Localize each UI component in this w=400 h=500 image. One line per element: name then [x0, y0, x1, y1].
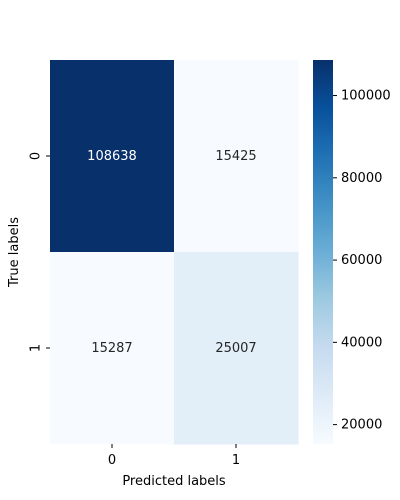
colorbar-ticks: 20000 40000 60000 80000 100000	[333, 89, 391, 433]
heatmap-cells	[50, 60, 299, 445]
heatmap-cell	[174, 60, 299, 253]
x-tick-label: 0	[108, 453, 116, 468]
colorbar	[313, 60, 333, 444]
x-axis-label: Predicted labels	[122, 474, 226, 489]
heatmap-cell	[50, 60, 175, 253]
cell-value-label: 25007	[215, 341, 256, 356]
colorbar-tick-label: 100000	[341, 89, 391, 104]
y-axis-label: True labels	[7, 217, 22, 288]
colorbar-tick-label: 60000	[341, 253, 382, 268]
cell-value-label: 108638	[87, 149, 137, 164]
colorbar-tick-label: 80000	[341, 171, 382, 186]
colorbar-tick-label: 40000	[341, 335, 382, 350]
heatmap-cell	[50, 252, 175, 445]
cell-value-label: 15287	[91, 341, 132, 356]
cell-value-label: 15425	[215, 149, 256, 164]
y-tick-label: 0	[29, 152, 44, 160]
y-axis-ticks: 01	[29, 152, 50, 352]
heatmap-cell	[174, 252, 299, 445]
colorbar-tick-label: 20000	[341, 418, 382, 433]
y-tick-label: 1	[29, 344, 44, 352]
x-tick-label: 1	[232, 453, 240, 468]
heatmap-cell-labels: 108638 15425 15287 25007	[87, 149, 257, 356]
